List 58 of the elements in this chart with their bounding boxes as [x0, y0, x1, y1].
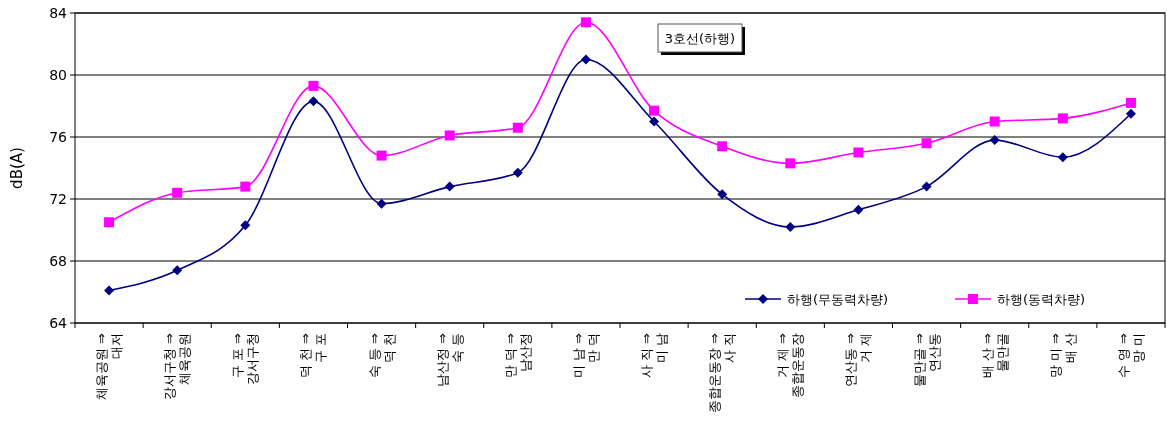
point [989, 135, 1000, 146]
y-tick-label: 80 [49, 66, 67, 83]
point [785, 221, 796, 232]
x-tick-label: 수 영 ⇒ 망 미 [1115, 332, 1146, 379]
point [1125, 108, 1136, 119]
point [649, 116, 660, 127]
y-tick-label: 76 [49, 128, 68, 145]
x-tick-label: 거 제 ⇒ 종합운동장 [775, 332, 806, 398]
y-tick-label: 84 [49, 4, 68, 21]
x-tick-label: 사 직 ⇒ 미 남 [639, 332, 670, 379]
x-tick-label: 배 산 ⇒ 물만골 [979, 332, 1010, 379]
point [580, 54, 591, 65]
x-tick-label: 종합운동장 ⇒ 사 직 [707, 332, 738, 414]
x-tick-label: 체육공원 ⇒ 대저 [94, 332, 125, 401]
point [1125, 97, 1136, 108]
point [104, 285, 115, 296]
legend-label: 하행(무동력차량) [787, 291, 889, 307]
point [1057, 152, 1068, 163]
point [376, 150, 387, 161]
point [172, 265, 183, 276]
point [717, 141, 728, 152]
point [308, 96, 319, 107]
y-tick-label: 64 [49, 314, 68, 331]
x-tick-label: 물만골 ⇒ 연산동 [911, 332, 942, 388]
point [104, 217, 115, 228]
point [512, 167, 523, 178]
point [240, 220, 251, 231]
x-tick-label: 미 남 ⇒ 만 덕 [570, 332, 601, 379]
annotation: 3호선(하행) [664, 30, 736, 46]
point [921, 138, 932, 149]
point [444, 181, 455, 192]
point [989, 116, 1000, 127]
x-tick-label: 만 덕 ⇒ 남산정 [502, 332, 533, 379]
x-tick-label: 덕 천 ⇒ 구 포 [298, 332, 329, 379]
point [649, 105, 660, 116]
point [512, 122, 523, 133]
point [444, 130, 455, 141]
point [921, 181, 932, 192]
point [717, 189, 728, 200]
point [240, 181, 251, 192]
x-tick-label: 강서구청 ⇒ 체육공원 [162, 332, 193, 401]
x-tick-label: 연산동 ⇒ 거 제 [843, 332, 874, 388]
point [172, 187, 183, 198]
point [376, 198, 387, 209]
x-tick-label: 망 미 ⇒ 배 산 [1047, 332, 1078, 379]
x-tick-label: 남산정 ⇒ 숙 등 [434, 332, 465, 388]
y-axis-title: dB(A) [8, 147, 26, 189]
point [785, 158, 796, 169]
y-tick-label: 72 [49, 190, 67, 207]
point [308, 80, 319, 91]
x-tick-label: 숙 등 ⇒ 덕 천 [366, 332, 397, 379]
point [580, 17, 591, 28]
point [1057, 113, 1068, 124]
point [853, 204, 864, 215]
y-tick-label: 68 [49, 252, 67, 269]
legend-label: 하행(동력차량) [997, 291, 1086, 307]
point [853, 147, 864, 158]
x-tick-label: 구 포 ⇒ 강서구청 [230, 332, 261, 385]
